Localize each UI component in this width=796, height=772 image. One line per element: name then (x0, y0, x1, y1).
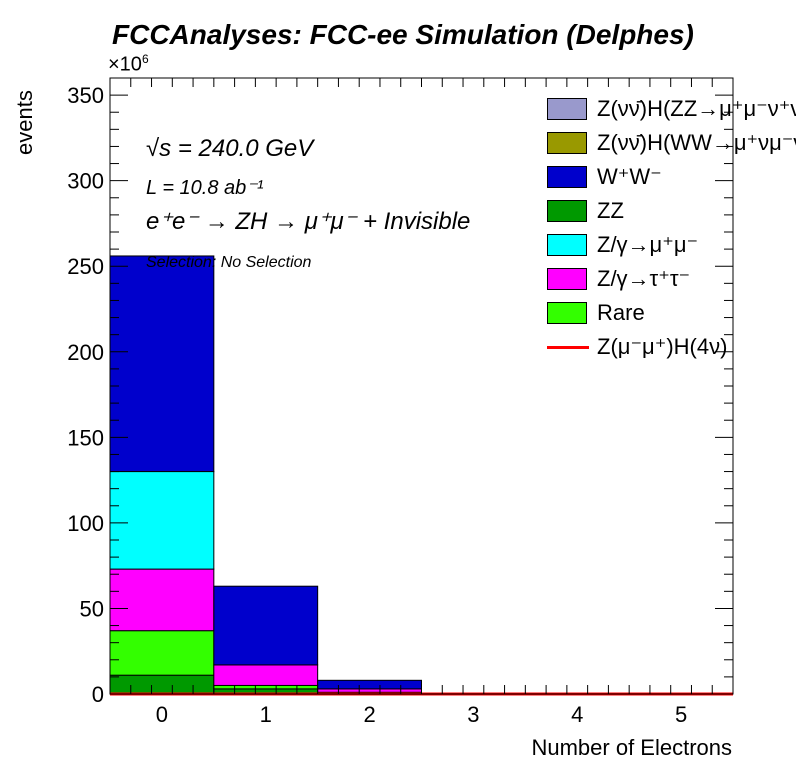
legend-label: W⁺W⁻ (597, 164, 662, 189)
sqrt-s-annotation: √s = 240.0 GeV (146, 135, 314, 162)
bar-2-series-6 (317, 679, 422, 690)
legend-swatch (547, 132, 587, 154)
bar-1-series-4 (213, 664, 319, 686)
x-tick-label: 5 (675, 702, 687, 727)
bar-0-series-3 (109, 630, 215, 676)
legend-label: Z(νν̄)H(ZZ→μ⁺μ⁻ν⁺ν⁻) (597, 96, 796, 121)
y-tick-label: 0 (92, 682, 104, 707)
bar-0-series-2 (109, 674, 215, 695)
legend-swatch (547, 234, 587, 256)
x-axis-label: Number of Electrons (531, 735, 732, 760)
y-tick-label: 150 (67, 425, 104, 450)
legend-label: ZZ (597, 198, 624, 223)
legend-label: Z(μ⁻μ⁺)H(4ν) (597, 334, 728, 359)
legend-swatch (547, 268, 587, 290)
y-tick-label: 100 (67, 511, 104, 536)
bar-0-series-6 (109, 255, 215, 473)
x-tick-label: 2 (363, 702, 375, 727)
legend-item: W⁺W⁻ (547, 163, 796, 193)
legend-label: Z/γ→τ⁺τ⁻ (597, 266, 691, 291)
legend-line-swatch (547, 346, 589, 349)
legend-swatch (547, 302, 587, 324)
legend-label: Z(νν̄)H(WW→μ⁺νμ⁻ν) (597, 130, 796, 155)
bar-1-series-6 (213, 585, 319, 666)
chart-title: FCCAnalyses: FCC-ee Simulation (Delphes) (112, 19, 694, 50)
legend-label: Rare (597, 300, 645, 325)
x-tick-label: 1 (260, 702, 272, 727)
x-tick-label: 4 (571, 702, 583, 727)
x-tick-label: 0 (156, 702, 168, 727)
y-tick-label: 200 (67, 340, 104, 365)
legend-item: Z(νν̄)H(ZZ→μ⁺μ⁻ν⁺ν⁻) (547, 95, 796, 125)
bar-0-series-4 (109, 568, 215, 632)
y-tick-label: 50 (80, 596, 104, 621)
bar-2-series-4 (317, 688, 422, 693)
selection-annotation: Selection: No Selection (146, 254, 312, 271)
y-tick-label: 250 (67, 254, 104, 279)
y-tick-label: 350 (67, 83, 104, 108)
bar-1-series-3 (213, 684, 319, 690)
process-annotation: e⁺e⁻ → ZH → μ⁺μ⁻ + Invisible (146, 208, 471, 235)
legend-item: Z/γ→μ⁺μ⁻ (547, 231, 796, 261)
luminosity-annotation: L = 10.8 ab⁻¹ (146, 177, 264, 199)
legend-swatch (547, 166, 587, 188)
x-tick-label: 3 (467, 702, 479, 727)
legend-item: Z/γ→τ⁺τ⁻ (547, 265, 796, 295)
y-scale-exponent: ×106 (108, 52, 149, 76)
legend-item: Rare (547, 299, 796, 329)
legend-swatch (547, 98, 587, 120)
bar-0-series-5 (109, 471, 215, 570)
legend-item: Z(μ⁻μ⁺)H(4ν) (547, 333, 796, 363)
legend-item: Z(νν̄)H(WW→μ⁺νμ⁻ν) (547, 129, 796, 159)
legend-label: Z/γ→μ⁺μ⁻ (597, 232, 699, 257)
y-tick-label: 300 (67, 169, 104, 194)
legend-swatch (547, 200, 587, 222)
legend-item: ZZ (547, 197, 796, 227)
